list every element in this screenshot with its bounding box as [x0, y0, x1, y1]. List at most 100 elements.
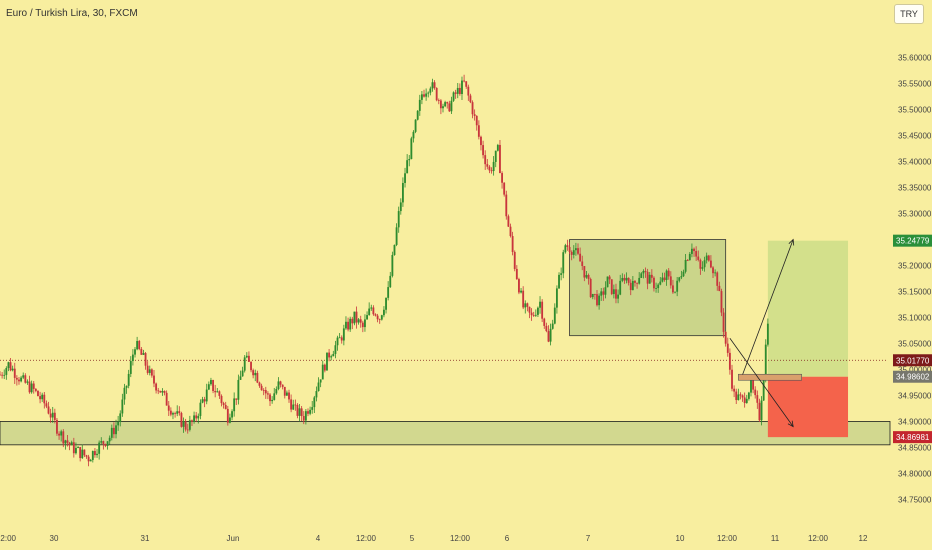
candle-body	[273, 393, 276, 400]
candle-body	[589, 278, 592, 298]
candle-body	[503, 182, 506, 195]
candle-body	[465, 81, 468, 87]
candle-body	[699, 259, 702, 269]
candle-body	[77, 447, 79, 448]
candle-body	[290, 399, 293, 410]
candle-body	[488, 166, 491, 171]
candle-body	[368, 308, 371, 316]
price-label-bg	[893, 354, 932, 367]
candle-body	[275, 388, 278, 394]
candle-body	[667, 270, 670, 277]
candle-body	[693, 248, 695, 252]
candle-body	[600, 291, 603, 296]
candle-body	[593, 293, 596, 295]
candle-body	[119, 413, 122, 422]
candle-body	[490, 170, 493, 172]
price-label: 34.98602	[896, 373, 930, 382]
candle-body	[577, 248, 579, 254]
candle-body	[690, 248, 693, 254]
candle-body	[157, 390, 160, 392]
candle-body	[102, 441, 105, 445]
y-tick-label: 35.15000	[898, 287, 932, 296]
candle-body	[153, 375, 155, 384]
x-tick-label: 12:00	[450, 534, 471, 543]
candle-body	[281, 384, 284, 387]
candle-body	[174, 413, 177, 414]
candle-body	[72, 442, 75, 454]
candle-body	[91, 451, 94, 460]
candle-body	[678, 277, 681, 281]
candle-body	[442, 106, 444, 109]
candle-body	[473, 114, 476, 116]
candle-body	[712, 267, 714, 274]
candle-body	[34, 388, 37, 391]
candle-body	[56, 419, 58, 434]
candle-body	[49, 413, 52, 418]
y-tick-label: 35.60000	[898, 54, 932, 63]
x-tick-label: 7	[586, 534, 591, 543]
candle-body	[602, 291, 605, 295]
candle-body	[94, 451, 96, 456]
candle-body	[220, 395, 223, 404]
candle-body	[631, 281, 634, 291]
price-label: 35.24779	[896, 237, 930, 246]
candle-body	[252, 370, 255, 376]
candle-body	[564, 245, 567, 253]
candle-body	[648, 274, 651, 284]
candle-body	[747, 392, 750, 399]
x-tick-label: 6	[505, 534, 510, 543]
candle-body	[45, 403, 48, 407]
candle-body	[180, 413, 183, 427]
candle-body	[0, 374, 1, 376]
candle-body	[313, 397, 316, 408]
candle-body	[345, 321, 347, 329]
y-tick-label: 34.75000	[898, 495, 932, 504]
candle-body	[494, 150, 497, 162]
candle-body	[524, 303, 527, 308]
candle-body	[121, 399, 124, 414]
candle-body	[349, 318, 352, 330]
candle-body	[526, 303, 529, 307]
candle-body	[233, 398, 236, 412]
candle-body	[638, 277, 641, 284]
candle-body	[210, 380, 212, 385]
currency-button[interactable]: TRY	[894, 4, 924, 24]
candle-body	[574, 248, 577, 251]
candle-body	[636, 282, 639, 284]
candle-body	[515, 268, 518, 280]
candle-body	[245, 355, 248, 358]
candle-body	[606, 276, 609, 288]
candle-body	[623, 277, 626, 281]
candle-body	[355, 311, 358, 323]
candle-body	[604, 287, 607, 295]
candle-body	[684, 260, 687, 272]
candle-body	[20, 377, 23, 382]
candle-body	[43, 394, 46, 404]
candle-body	[294, 404, 297, 406]
candle-body	[570, 251, 573, 255]
candle-body	[629, 282, 632, 291]
price-label-bg	[893, 431, 932, 444]
candle-body	[709, 260, 712, 268]
candle-body	[271, 399, 274, 402]
candle-body	[112, 427, 115, 435]
candle-body	[1, 374, 4, 376]
candle-body	[530, 312, 533, 316]
candle-body	[703, 260, 706, 268]
x-tick-label: 12:00	[0, 534, 17, 543]
candle-body	[87, 456, 90, 462]
candle-body	[397, 211, 400, 228]
candle-body	[370, 307, 373, 309]
candle-body	[70, 442, 73, 446]
candle-body	[385, 297, 387, 310]
candle-body	[229, 417, 231, 423]
candle-body	[551, 323, 554, 329]
y-tick-label: 35.50000	[898, 106, 932, 115]
candle-body	[338, 337, 341, 339]
candle-body	[387, 287, 390, 298]
candle-body	[585, 274, 588, 278]
candle-body	[414, 119, 417, 132]
candle-body	[186, 429, 189, 431]
